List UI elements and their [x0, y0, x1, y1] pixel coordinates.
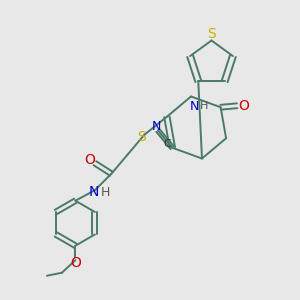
Text: N: N [152, 119, 161, 133]
Text: N: N [189, 100, 199, 112]
Text: N: N [88, 185, 99, 199]
Text: S: S [138, 130, 146, 144]
Text: O: O [238, 99, 249, 113]
Text: C: C [163, 139, 171, 149]
Text: S: S [207, 28, 216, 41]
Text: O: O [70, 256, 81, 270]
Text: H: H [101, 186, 110, 199]
Text: H: H [200, 101, 208, 111]
Text: O: O [84, 153, 95, 167]
